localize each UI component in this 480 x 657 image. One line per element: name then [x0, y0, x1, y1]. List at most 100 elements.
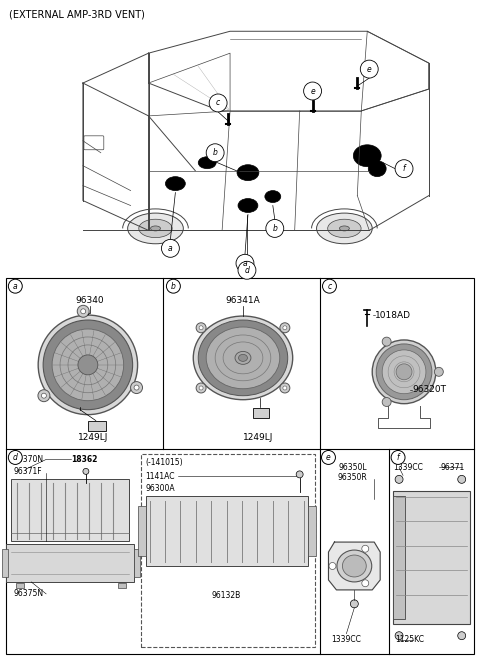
Circle shape: [382, 397, 391, 407]
Circle shape: [283, 326, 287, 330]
Ellipse shape: [206, 327, 280, 389]
Circle shape: [38, 390, 50, 401]
Circle shape: [161, 239, 180, 258]
Ellipse shape: [198, 320, 288, 396]
Text: 96371: 96371: [441, 463, 465, 472]
Circle shape: [280, 383, 290, 393]
Bar: [118, 583, 126, 588]
Bar: [16, 583, 24, 588]
Circle shape: [329, 562, 336, 570]
Bar: [6, 544, 133, 582]
Ellipse shape: [151, 226, 160, 231]
Bar: [253, 407, 269, 418]
Circle shape: [396, 364, 412, 380]
Circle shape: [296, 471, 303, 478]
Text: 1249LJ: 1249LJ: [243, 433, 273, 442]
Text: a: a: [243, 259, 247, 268]
Bar: [2, 549, 8, 577]
Circle shape: [43, 320, 132, 410]
Text: b: b: [171, 282, 176, 290]
Ellipse shape: [339, 226, 349, 231]
Ellipse shape: [337, 550, 372, 582]
Text: f: f: [397, 453, 399, 462]
Ellipse shape: [235, 351, 251, 365]
Text: 96350R: 96350R: [337, 473, 367, 482]
Ellipse shape: [237, 165, 259, 181]
Ellipse shape: [368, 161, 386, 177]
Text: 96370N: 96370N: [13, 455, 44, 464]
Ellipse shape: [239, 354, 248, 361]
Circle shape: [458, 632, 466, 640]
Ellipse shape: [328, 219, 361, 238]
Text: e: e: [310, 87, 315, 95]
Bar: [308, 507, 315, 556]
Circle shape: [395, 160, 413, 177]
Circle shape: [372, 340, 436, 403]
Circle shape: [283, 386, 287, 390]
Circle shape: [362, 545, 369, 553]
Circle shape: [323, 279, 336, 293]
Bar: [138, 507, 145, 556]
Circle shape: [304, 82, 322, 100]
Circle shape: [206, 144, 224, 162]
Text: 96320T: 96320T: [412, 385, 446, 394]
Text: (-141015): (-141015): [145, 458, 183, 467]
Text: 1141AC: 1141AC: [145, 472, 175, 481]
Text: e: e: [367, 64, 372, 74]
Text: f: f: [403, 164, 405, 173]
Ellipse shape: [139, 219, 172, 238]
Text: a: a: [13, 282, 18, 290]
Circle shape: [266, 219, 284, 237]
Ellipse shape: [198, 157, 216, 169]
Text: c: c: [327, 282, 332, 290]
Bar: [141, 455, 314, 646]
Text: 18362: 18362: [71, 455, 97, 464]
Polygon shape: [328, 542, 380, 590]
Ellipse shape: [238, 198, 258, 212]
Circle shape: [199, 386, 203, 390]
Text: 96340: 96340: [75, 296, 104, 305]
Circle shape: [83, 468, 89, 474]
Circle shape: [362, 579, 369, 587]
Circle shape: [395, 632, 403, 640]
Circle shape: [8, 279, 22, 293]
Bar: [393, 491, 469, 623]
Text: 96350L: 96350L: [338, 463, 367, 472]
Circle shape: [81, 309, 86, 314]
Ellipse shape: [193, 316, 293, 399]
Bar: [88, 420, 106, 430]
Circle shape: [382, 337, 391, 346]
Circle shape: [350, 600, 358, 608]
Circle shape: [322, 451, 336, 464]
Ellipse shape: [166, 177, 185, 191]
Text: b: b: [272, 224, 277, 233]
Circle shape: [8, 451, 22, 464]
Ellipse shape: [342, 555, 366, 577]
Ellipse shape: [353, 145, 381, 167]
Text: 1249LJ: 1249LJ: [78, 433, 108, 442]
Text: b: b: [213, 148, 217, 157]
Circle shape: [196, 383, 206, 393]
Text: 96371F: 96371F: [13, 467, 42, 476]
Circle shape: [360, 60, 378, 78]
Circle shape: [236, 254, 254, 272]
Polygon shape: [378, 405, 430, 428]
Circle shape: [209, 94, 227, 112]
Circle shape: [199, 326, 203, 330]
Circle shape: [134, 385, 139, 390]
Circle shape: [52, 329, 124, 401]
Ellipse shape: [265, 191, 281, 202]
FancyBboxPatch shape: [84, 136, 104, 150]
Circle shape: [391, 451, 405, 464]
Circle shape: [77, 306, 89, 317]
Circle shape: [78, 355, 98, 374]
Circle shape: [395, 476, 403, 484]
Bar: [393, 496, 405, 619]
Circle shape: [280, 323, 290, 332]
Circle shape: [238, 261, 256, 279]
Circle shape: [167, 279, 180, 293]
Circle shape: [41, 393, 47, 398]
Text: 1125KC: 1125KC: [395, 635, 424, 644]
Text: 96132B: 96132B: [212, 591, 240, 600]
Text: a: a: [168, 244, 173, 253]
